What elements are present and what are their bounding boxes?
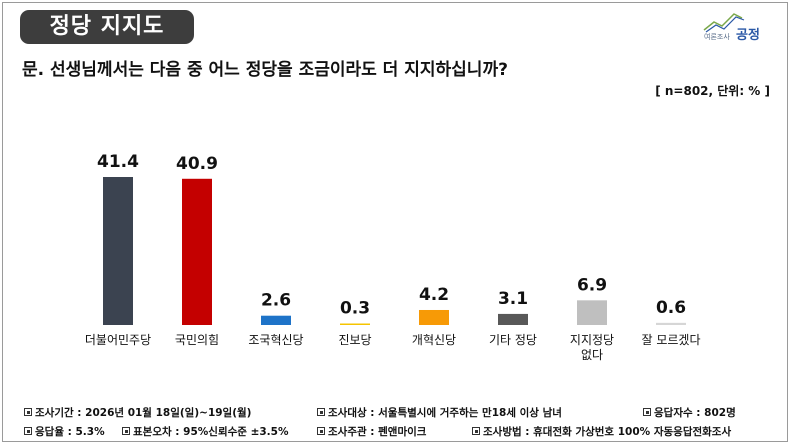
bullet-square-icon	[24, 408, 32, 416]
bullet-square-icon	[317, 427, 325, 435]
logo-name: 공정	[736, 28, 760, 43]
bar-3	[340, 323, 370, 325]
bar-5	[498, 313, 528, 325]
bullet-square-icon	[24, 427, 32, 435]
category-label-5: 기타 정당	[489, 333, 537, 347]
footer-item: 조사주관 : 펜앤마이크	[317, 424, 426, 439]
value-label-3: 0.3	[340, 299, 370, 319]
footer-item: 응답자수 : 802명	[643, 405, 736, 420]
sample-size-note: [ n=802, 단위: % ]	[655, 84, 770, 98]
value-label-7: 0.6	[656, 298, 686, 318]
bar-1	[182, 178, 212, 325]
category-label-1: 국민의힘	[175, 333, 219, 347]
bar-4	[419, 309, 449, 325]
value-label-4: 4.2	[419, 285, 449, 305]
survey-question: 문. 선생님께서는 다음 중 어느 정당을 조금이라도 더 지지하십니까?	[22, 60, 508, 80]
footer-item: 표본오차 : 95%신뢰수준 ±3.5%	[122, 424, 289, 439]
page-title: 정당 지지도	[20, 10, 194, 44]
category-label-3: 진보당	[338, 333, 371, 347]
value-label-6: 6.9	[577, 275, 607, 295]
bar-7	[656, 322, 686, 325]
logo-subtitle: 여론조사	[704, 33, 730, 41]
value-label-2: 2.6	[261, 291, 291, 311]
bar-0	[103, 177, 133, 325]
bar-2	[261, 315, 291, 325]
footer-item: 조사대상 : 서울특별시에 거주하는 만18세 이상 남녀	[317, 405, 562, 420]
logo-chart-icon	[703, 13, 745, 33]
bullet-square-icon	[122, 427, 130, 435]
bullet-square-icon	[472, 427, 480, 435]
value-label-1: 40.9	[176, 154, 218, 174]
footer-item: 조사기간 : 2026년 01월 18일(일)~19일(월)	[24, 405, 251, 420]
category-label-6: 지지정당 없다	[570, 333, 614, 362]
brand-logo: 여론조사 공정	[692, 10, 772, 44]
category-label-2: 조국혁신당	[248, 333, 303, 347]
category-label-4: 개혁신당	[412, 333, 456, 347]
bullet-square-icon	[317, 408, 325, 416]
category-label-0: 더불어민주당	[85, 333, 151, 347]
bar-6	[577, 300, 607, 325]
category-label-7: 잘 모르겠다	[641, 333, 700, 347]
value-label-0: 41.4	[97, 152, 139, 172]
footer-item: 응답율 : 5.3%	[24, 424, 105, 439]
footer-item: 조사방법 : 휴대전화 가상번호 100% 자동응답전화조사	[472, 424, 731, 439]
value-label-5: 3.1	[498, 289, 528, 309]
bullet-square-icon	[643, 408, 651, 416]
